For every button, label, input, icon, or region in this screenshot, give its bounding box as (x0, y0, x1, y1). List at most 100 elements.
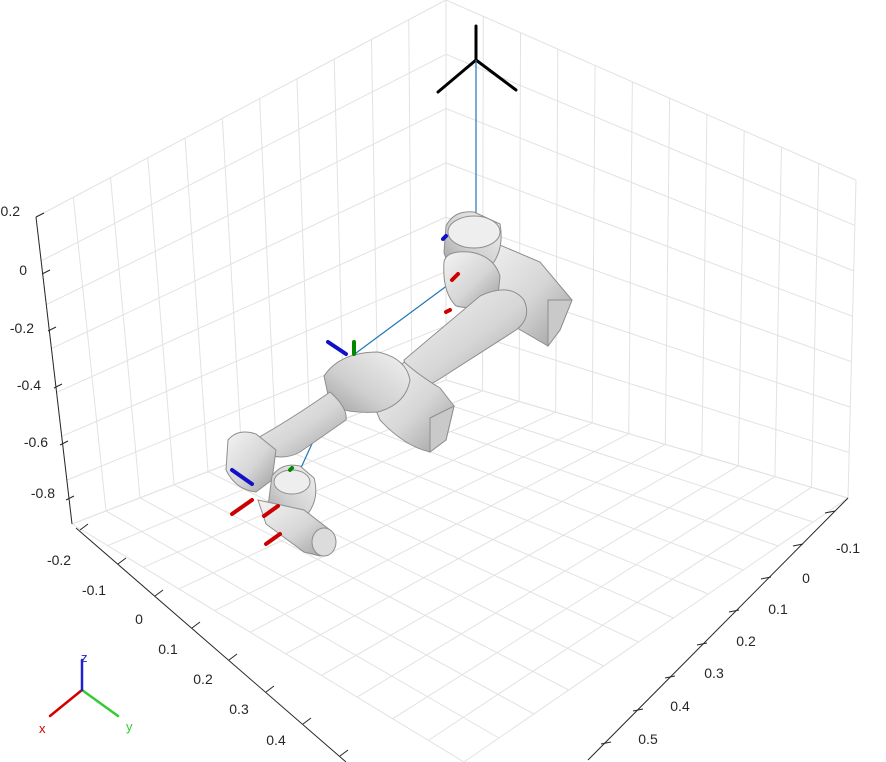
y-tick-label: 0.4 (670, 698, 690, 714)
triad-x-label: x (39, 721, 46, 736)
frame-axis (264, 532, 282, 546)
grid-line (445, 162, 853, 317)
grid-line (285, 443, 666, 655)
grid-line (445, 325, 850, 454)
elbow-cap (429, 405, 455, 453)
grid-line (370, 39, 379, 407)
grid-line (207, 471, 604, 667)
z-tick-label: -0.2 (10, 320, 34, 336)
x-tick-label: -0.2 (47, 552, 71, 568)
grid-line (275, 444, 674, 619)
joint-frames (230, 234, 460, 546)
grid-line (411, 392, 814, 523)
tick-mark (696, 642, 708, 646)
frame-axis (230, 468, 254, 486)
triad-z-label: z (81, 650, 88, 665)
grid-line (518, 32, 522, 402)
grid-line (71, 523, 465, 762)
grid-line (249, 433, 629, 633)
base-top (447, 215, 501, 249)
grid-line (51, 162, 447, 350)
tick-mark (41, 269, 51, 275)
y-tick-label: 0.2 (736, 633, 756, 649)
grid-line (147, 157, 175, 485)
grid-line (445, 216, 852, 363)
triad-x-axis (48, 688, 84, 718)
grid-line (56, 216, 447, 393)
grid-line (61, 270, 447, 437)
shoulder-cap (547, 299, 573, 348)
grid-line (356, 465, 739, 698)
grid-line (343, 418, 744, 571)
frame-axis (230, 498, 254, 516)
grid-line (184, 138, 209, 472)
z-tick-label: -0.6 (24, 434, 48, 450)
grid-line (35, 0, 447, 218)
y-tick-label: 0.1 (768, 601, 788, 617)
x-tick-label: 0 (135, 611, 143, 627)
y-tick-label: -0.1 (836, 540, 860, 556)
tick-mark (824, 510, 836, 514)
frame-axis (326, 340, 348, 356)
axes-grid (35, 0, 857, 762)
grid-line (445, 108, 854, 272)
wrist2-top (273, 469, 311, 495)
x-tick-label: -0.1 (82, 582, 106, 598)
grid-line (46, 108, 447, 306)
z-tick-label: -0.8 (31, 485, 55, 501)
axis-lines (35, 216, 849, 762)
frame-axis (444, 308, 452, 314)
tick-marks (35, 212, 836, 757)
grid-line (173, 484, 569, 691)
tick-mark (154, 589, 164, 597)
tick-mark (228, 653, 238, 661)
grid-line (178, 411, 556, 590)
grid-line (737, 130, 745, 466)
forearm-link (253, 391, 347, 458)
tick-mark (728, 609, 740, 613)
frame-axis (450, 272, 460, 282)
y-tick-label: 0.5 (638, 731, 658, 747)
tick-mark (339, 749, 349, 757)
z-axis-ticks: 0.2 0 -0.2 -0.4 -0.6 -0.8 (1, 203, 56, 501)
tick-mark (760, 576, 772, 580)
triad-y-axis (80, 688, 120, 718)
y-tick-label: 0 (802, 570, 810, 586)
grid-line (445, 0, 857, 181)
flange-face (311, 527, 337, 557)
grid-line (309, 431, 709, 595)
frame-axis (288, 466, 294, 472)
x-tick-label: 0.2 (193, 671, 213, 687)
robot-arm (225, 211, 573, 557)
tick-mark (191, 621, 201, 629)
grid-line (463, 497, 849, 762)
tick-mark (53, 383, 63, 389)
x-axis-ticks: -0.2 -0.1 0 0.1 0.2 0.3 0.4 (47, 552, 286, 748)
tick-mark (664, 675, 676, 679)
grid-line (66, 325, 447, 481)
grid-line (296, 78, 311, 433)
tick-mark (35, 212, 45, 218)
tick-mark (632, 708, 644, 712)
z-tick-label: 0.2 (1, 203, 21, 219)
orientation-triad: x y z (39, 650, 133, 736)
triad-y-label: y (126, 719, 133, 734)
x-tick-label: 0.1 (158, 641, 178, 657)
tick-mark (59, 440, 69, 446)
tick-mark (65, 495, 75, 501)
grid-line (259, 98, 277, 446)
z-tick-label: -0.4 (17, 377, 41, 393)
tick-mark (47, 326, 57, 332)
grid-line (408, 19, 413, 394)
grid-line (105, 510, 500, 739)
grid-line (139, 497, 535, 715)
y-tick-label: 0.3 (704, 665, 724, 681)
grid-line (664, 98, 671, 445)
grid-line (143, 400, 520, 568)
grid-line (810, 163, 820, 488)
x-tick-label: 0.3 (229, 701, 249, 717)
grid-line (445, 379, 849, 499)
grid-line (110, 177, 141, 498)
frame-axis (441, 234, 448, 241)
